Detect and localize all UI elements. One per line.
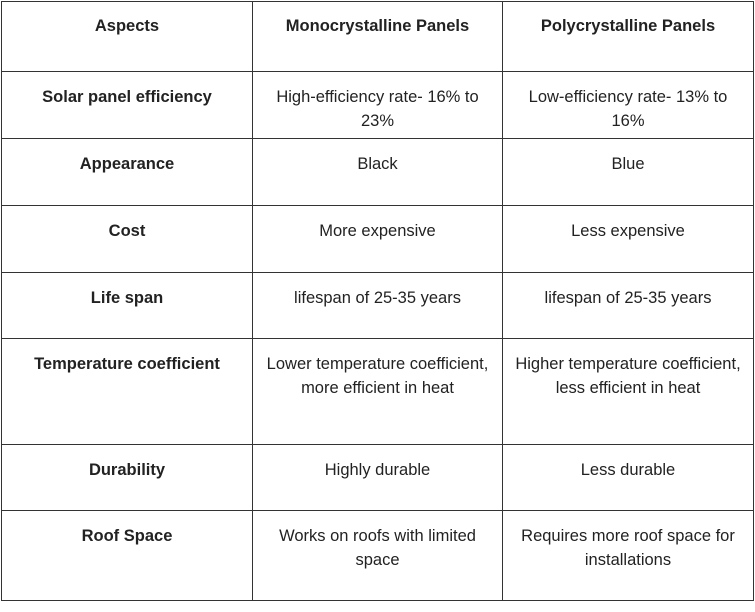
table-row: Appearance Black Blue (1, 138, 754, 206)
value-cell: Higher temperature coefficient, less eff… (502, 338, 754, 445)
value-cell: lifespan of 25-35 years (502, 272, 754, 339)
table-row: Temperature coefficient Lower temperature… (1, 338, 754, 445)
value-cell: Blue (502, 138, 754, 206)
table-row: Roof Space Works on roofs with limited sp… (1, 510, 754, 601)
value-cell: Lower temperature coefficient, more effi… (252, 338, 503, 445)
table-body: Solar panel efficiency High-efficiency ra… (1, 71, 754, 601)
value-cell: Less durable (502, 444, 754, 511)
value-cell: Black (252, 138, 503, 206)
table-row: Durability Highly durable Less durable (1, 444, 754, 511)
aspect-cell: Life span (1, 272, 253, 339)
table-head: Aspects Monocrystalline Panels Polycrystal… (1, 1, 754, 72)
header-cell: Monocrystalline Panels (252, 1, 503, 72)
header-cell: Aspects (1, 1, 253, 72)
value-cell: Requires more roof space for installatio… (502, 510, 754, 601)
header-cell: Polycrystalline Panels (502, 1, 754, 72)
table-row: Solar panel efficiency High-efficiency ra… (1, 71, 754, 139)
value-cell: High-efficiency rate- 16% to 23% (252, 71, 503, 139)
value-cell: Highly durable (252, 444, 503, 511)
aspect-cell: Temperature coefficient (1, 338, 253, 445)
header-row: Aspects Monocrystalline Panels Polycrystal… (1, 1, 754, 72)
table-row: Life span lifespan of 25-35 years lifespan… (1, 272, 754, 339)
aspect-cell: Cost (1, 205, 253, 273)
table-row: Cost More expensive Less expensive (1, 205, 754, 273)
value-cell: Works on roofs with limited space (252, 510, 503, 601)
value-cell: More expensive (252, 205, 503, 273)
comparison-table: Aspects Monocrystalline Panels Polycrystal… (1, 1, 754, 601)
value-cell: Low-efficiency rate- 13% to 16% (502, 71, 754, 139)
aspect-cell: Solar panel efficiency (1, 71, 253, 139)
aspect-cell: Durability (1, 444, 253, 511)
aspect-cell: Appearance (1, 138, 253, 206)
value-cell: lifespan of 25-35 years (252, 272, 503, 339)
value-cell: Less expensive (502, 205, 754, 273)
aspect-cell: Roof Space (1, 510, 253, 601)
